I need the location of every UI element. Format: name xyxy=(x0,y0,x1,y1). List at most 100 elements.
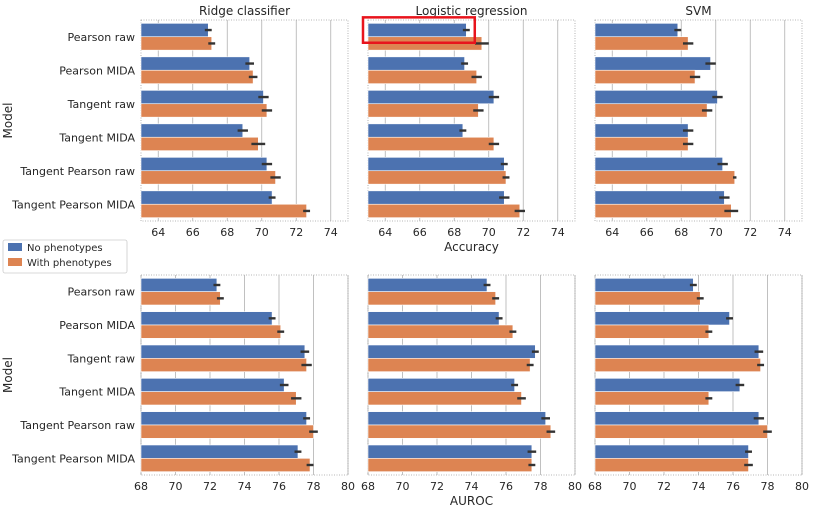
legend-box xyxy=(2,239,128,274)
panel-5-bar xyxy=(367,411,546,426)
panel-4-tick-label: 80 xyxy=(341,480,355,493)
panel-3-tick-label: 68 xyxy=(674,226,688,239)
panel-4-bar xyxy=(140,324,282,339)
panel-6-bar xyxy=(594,358,761,372)
category-label: Tangent Pearson MIDA xyxy=(11,452,135,465)
panel-1-bar xyxy=(140,203,307,218)
panel-1-bar xyxy=(140,103,268,118)
panel-1-bar xyxy=(140,123,244,138)
panel-2-bar xyxy=(367,69,477,84)
panel-6-frame xyxy=(594,274,803,476)
panel-5-tick-label: 76 xyxy=(499,480,513,493)
panel-5-frame xyxy=(367,274,576,476)
category-label: Pearson MIDA xyxy=(59,64,135,77)
panel-2-tick-label: 68 xyxy=(447,226,461,239)
panel-4-bar xyxy=(140,311,273,326)
panel-2-bar xyxy=(367,90,495,105)
panel-6-bar xyxy=(594,291,701,306)
panel-4-bar xyxy=(140,458,311,472)
category-label: Tangent raw xyxy=(67,98,135,111)
panel-5-xlabel: AUROC xyxy=(450,494,493,505)
panel-2-bar xyxy=(367,136,495,151)
panel-3-bar xyxy=(594,170,736,185)
panel-4-bar xyxy=(140,391,297,406)
panel-5-bar xyxy=(367,324,514,339)
panel-5-bar xyxy=(367,424,552,439)
panel-3-tick-label: 74 xyxy=(778,226,792,239)
panel-2-tick-label: 64 xyxy=(378,226,392,239)
panel-3-bar xyxy=(594,23,679,38)
panel-5-tick-label: 78 xyxy=(534,480,548,493)
panel-4-tick-label: 78 xyxy=(307,480,321,493)
panel-5-tick-label: 68 xyxy=(361,480,375,493)
panel-1-title: Ridge classifier xyxy=(199,4,290,18)
panel-5-bar xyxy=(367,391,522,406)
panel-5-bar xyxy=(367,444,533,459)
panel-1-tick-label: 68 xyxy=(220,226,234,239)
panel-1-tick-label: 64 xyxy=(151,226,165,239)
panel-5-bar xyxy=(367,311,500,326)
legend-swatch xyxy=(8,243,22,251)
panel-2-bar xyxy=(367,56,465,71)
panel-6-bar xyxy=(594,278,694,292)
panel-4-bar xyxy=(140,444,299,459)
highlight-box xyxy=(361,16,477,44)
panel-5-tick-label: 80 xyxy=(568,480,582,493)
panel-2-bar xyxy=(367,157,505,172)
panel-5-tick-label: 72 xyxy=(430,480,444,493)
category-label: Tangent Pearson raw xyxy=(19,165,135,178)
panel-6-tick-label: 70 xyxy=(623,480,637,493)
panel-3-tick-label: 72 xyxy=(743,226,757,239)
panel-5-bar xyxy=(367,358,531,372)
panel-6-bar xyxy=(594,458,749,472)
panel-1-tick-label: 74 xyxy=(324,226,338,239)
panel-2-title: Logistic regression xyxy=(416,4,528,18)
legend-label: No phenotypes xyxy=(27,243,103,254)
panel-2-bar xyxy=(367,190,505,205)
category-label: Tangent MIDA xyxy=(58,131,135,144)
legend-label: With phenotypes xyxy=(27,258,112,269)
panel-1-tick-label: 66 xyxy=(186,226,200,239)
panel-4-bar xyxy=(140,424,314,439)
panel-6-bar xyxy=(594,444,749,459)
panel-1-ylabel: Model xyxy=(1,102,15,138)
category-label: Pearson raw xyxy=(68,31,135,44)
panel-4-bar xyxy=(140,378,285,392)
panel-1-frame xyxy=(140,19,349,222)
panel-4-tick-label: 70 xyxy=(169,480,183,493)
panel-2-bar xyxy=(367,203,521,218)
panel-6-tick-label: 68 xyxy=(588,480,602,493)
panel-1-bar xyxy=(140,170,276,185)
category-label: Tangent raw xyxy=(67,352,135,365)
panel-1-tick-label: 70 xyxy=(255,226,269,239)
panel-3-bar xyxy=(594,203,732,218)
panel-2-bar xyxy=(367,123,464,138)
panel-4-bar xyxy=(140,358,307,372)
panel-3-bar xyxy=(594,103,708,118)
panel-3-tick-label: 64 xyxy=(605,226,619,239)
panel-5-bar xyxy=(367,378,515,392)
panel-1-bar xyxy=(140,136,259,151)
panel-6-tick-label: 80 xyxy=(795,480,809,493)
category-label: Pearson raw xyxy=(68,286,135,299)
panel-1-bar xyxy=(140,190,273,205)
panel-3-bar xyxy=(594,136,689,151)
panel-1-bar xyxy=(140,23,209,38)
panel-6-tick-label: 74 xyxy=(692,480,706,493)
category-label: Tangent Pearson MIDA xyxy=(11,198,135,211)
panel-2-tick-label: 70 xyxy=(482,226,496,239)
panel-6-bar xyxy=(594,311,730,326)
panel-2-bar xyxy=(367,103,479,118)
panel-4-bar xyxy=(140,278,218,292)
panel-6-tick-label: 72 xyxy=(657,480,671,493)
panel-2-tick-label: 74 xyxy=(551,226,565,239)
panel-6-bar xyxy=(594,324,710,339)
panel-3-bar xyxy=(594,69,696,84)
panel-6-bar xyxy=(594,424,768,439)
panel-3-tick-label: 70 xyxy=(709,226,723,239)
panel-3-bar xyxy=(594,90,718,105)
panel-4-tick-label: 72 xyxy=(203,480,217,493)
panel-4-tick-label: 76 xyxy=(272,480,286,493)
panel-4-bar xyxy=(140,411,307,426)
category-label: Tangent MIDA xyxy=(58,386,135,399)
